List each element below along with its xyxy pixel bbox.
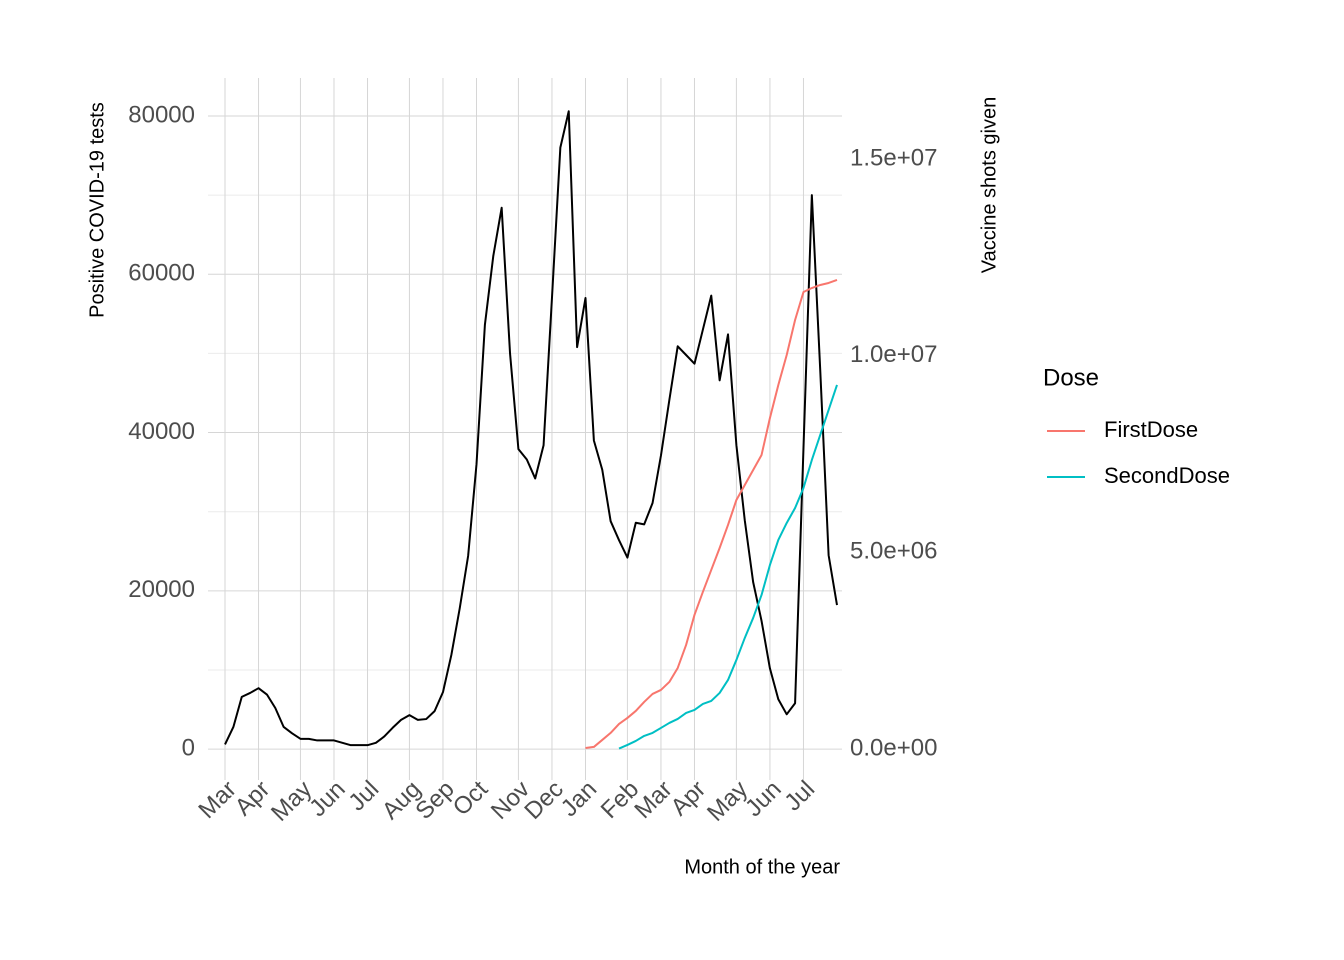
- x-tick-label: Apr: [230, 776, 276, 822]
- series-line: [585, 279, 838, 749]
- x-tick-label: Jul: [779, 776, 820, 817]
- x-tick-label: Apr: [666, 776, 712, 822]
- y-axis-title: Positive COVID-19 tests: [86, 102, 108, 318]
- legend-title: Dose: [1043, 364, 1099, 391]
- y2-tick-label: 1.0e+07: [850, 341, 937, 368]
- y-tick-label: 80000: [128, 101, 195, 128]
- series-line: [224, 110, 838, 747]
- y2-tick-label: 1.5e+07: [850, 144, 937, 171]
- legend-label: FirstDose: [1104, 417, 1198, 442]
- x-tick-label: Oct: [448, 775, 494, 821]
- y2-tick-label: 0.0e+00: [850, 734, 937, 761]
- x-tick-label: Jul: [343, 776, 384, 817]
- y2-tick-label: 5.0e+06: [850, 538, 937, 565]
- x-axis-title: Month of the year: [684, 856, 840, 878]
- y-tick-label: 60000: [128, 260, 195, 287]
- y-tick-label: 40000: [128, 418, 195, 445]
- y-tick-label: 0: [182, 734, 195, 761]
- y2-axis-title: Vaccine shots given: [978, 97, 1000, 273]
- x-tick-label: Jan: [556, 776, 602, 822]
- series-line: [618, 384, 838, 750]
- y-tick-label: 20000: [128, 576, 195, 603]
- legend-label: SecondDose: [1104, 463, 1230, 488]
